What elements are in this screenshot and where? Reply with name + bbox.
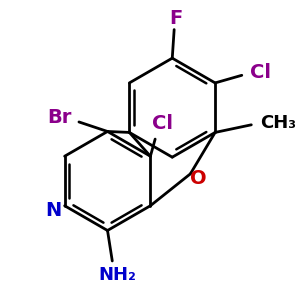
Text: F: F bbox=[169, 9, 183, 28]
Text: Cl: Cl bbox=[250, 63, 271, 82]
Text: Br: Br bbox=[48, 108, 72, 127]
Text: NH₂: NH₂ bbox=[98, 266, 136, 284]
Text: CH₃: CH₃ bbox=[260, 114, 296, 132]
Text: N: N bbox=[45, 201, 61, 220]
Text: Cl: Cl bbox=[152, 114, 173, 134]
Text: O: O bbox=[190, 169, 206, 188]
